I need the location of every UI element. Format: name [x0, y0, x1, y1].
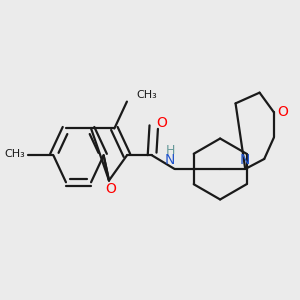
Text: O: O	[278, 105, 288, 119]
Text: CH₃: CH₃	[4, 148, 25, 159]
Text: O: O	[105, 182, 116, 197]
Text: H: H	[166, 144, 175, 157]
Text: N: N	[165, 153, 175, 167]
Text: N: N	[239, 153, 250, 167]
Text: CH₃: CH₃	[136, 90, 157, 100]
Text: O: O	[156, 116, 167, 130]
